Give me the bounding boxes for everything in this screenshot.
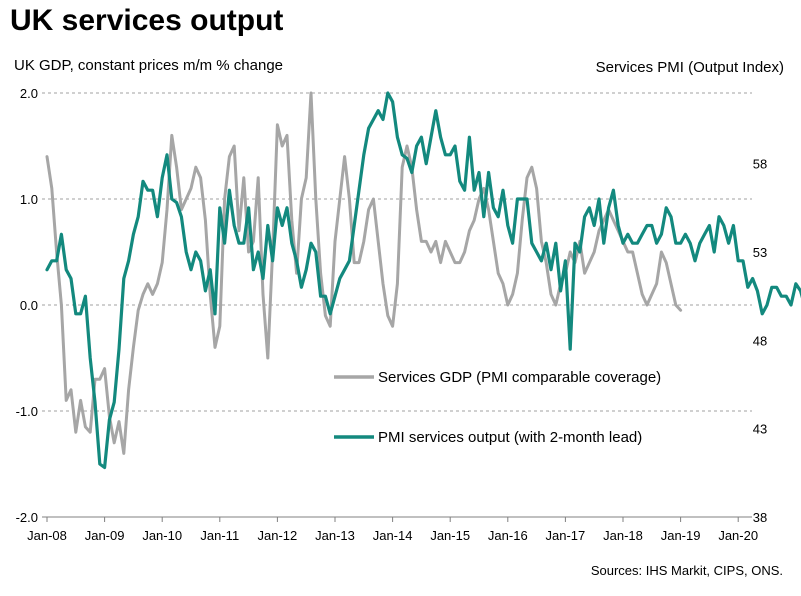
chart-title: UK services output <box>10 4 284 37</box>
y2-tick-label: 43 <box>753 422 767 437</box>
legend: Services GDP (PMI comparable coverage) PM… <box>334 369 661 446</box>
x-tick-label: Jan-15 <box>430 528 470 543</box>
legend-label: PMI services output (with 2-month lead) <box>378 429 642 446</box>
x-tick-label: Jan-13 <box>315 528 355 543</box>
y-tick-label: -2.0 <box>16 510 38 525</box>
left-axis-title: UK GDP, constant prices m/m % change <box>14 57 284 74</box>
y-tick-label: 1.0 <box>20 192 38 207</box>
series-lines <box>45 91 801 470</box>
legend-label: Services GDP (PMI comparable coverage) <box>378 369 661 386</box>
x-tick-label: Jan-16 <box>488 528 528 543</box>
x-tick-label: Jan-11 <box>200 528 239 543</box>
y2-tick-label: 58 <box>753 157 767 172</box>
x-tick-label: Jan-08 <box>27 528 67 543</box>
x-tick-label: Jan-18 <box>603 528 643 543</box>
source-note: Sources: IHS Markit, CIPS, ONS. <box>590 563 783 578</box>
x-tick-label: Jan-12 <box>258 528 298 543</box>
x-tick-label: Jan-17 <box>546 528 586 543</box>
y2-tick-label: 38 <box>753 510 767 525</box>
y-tick-label: -1.0 <box>16 404 38 419</box>
x-tick-label: Jan-09 <box>85 528 125 543</box>
y-tick-label: 0.0 <box>20 298 38 313</box>
x-tick-label: Jan-10 <box>142 528 182 543</box>
y-tick-label: 2.0 <box>20 86 38 101</box>
axes: 2.0 1.0 0.0 -1.0 -2.0 58 53 48 43 38 Jan-08 Jan-09 J… <box>16 86 768 543</box>
x-tick-label: Jan-20 <box>718 528 758 543</box>
right-axis-title: Services PMI (Output Index) <box>595 59 784 76</box>
series-line-pmi-services <box>45 91 801 470</box>
y2-tick-label: 48 <box>753 333 767 348</box>
x-tick-label: Jan-19 <box>661 528 701 543</box>
gridlines <box>42 92 752 412</box>
x-tick-label: Jan-14 <box>373 528 413 543</box>
y2-tick-label: 53 <box>753 245 767 260</box>
